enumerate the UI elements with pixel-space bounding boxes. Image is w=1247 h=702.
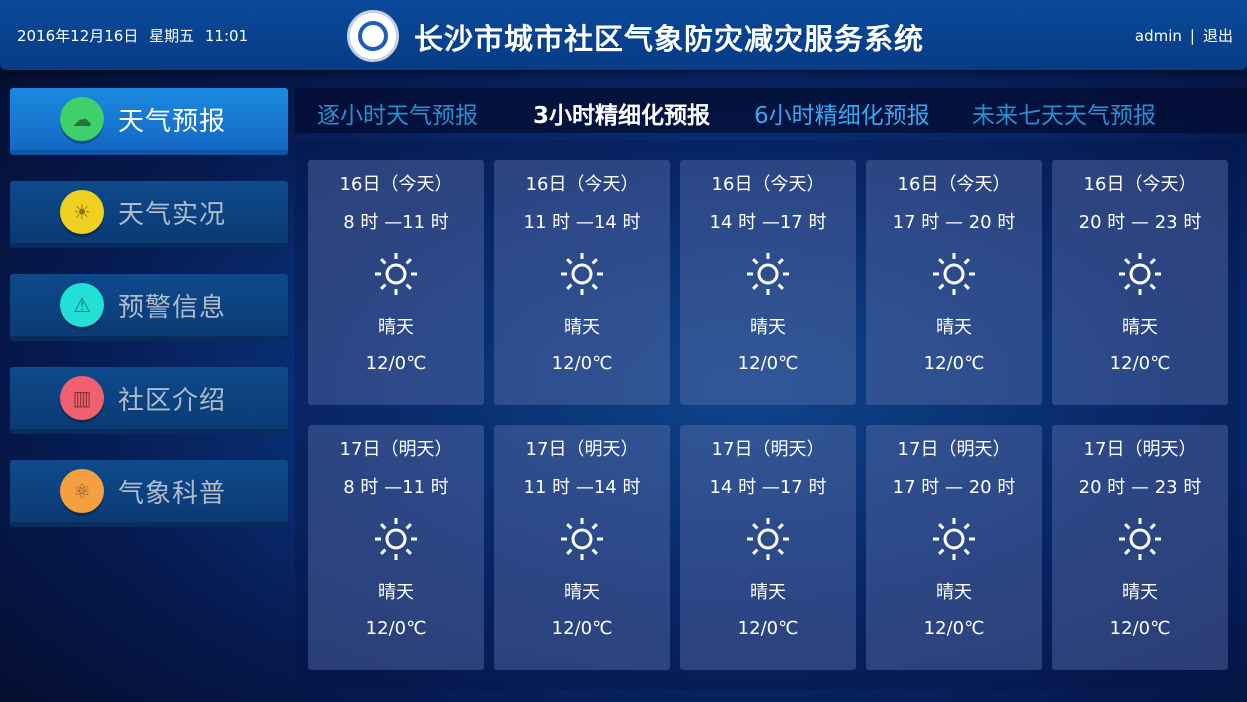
user-area: admin | 退出 xyxy=(1131,25,1237,46)
forecast-time: 8 时 —11 时 xyxy=(343,477,449,498)
forecast-day: 17日（明天） xyxy=(525,439,639,460)
logout-link[interactable]: 退出 xyxy=(1202,27,1233,45)
building-icon: ▥ xyxy=(60,376,104,420)
forecast-day: 17日（明天） xyxy=(711,439,825,460)
forecast-temp: 12/0℃ xyxy=(551,618,613,639)
forecast-day: 17日（明天） xyxy=(897,439,1011,460)
forecast-temp: 12/0℃ xyxy=(737,618,799,639)
forecast-time: 11 时 —14 时 xyxy=(523,212,641,233)
sun-icon xyxy=(933,518,975,560)
forecast-temp: 12/0℃ xyxy=(737,353,799,374)
forecast-card: 16日（今天） 8 时 —11 时晴天 12/0℃ xyxy=(308,160,484,405)
forecast-temp: 12/0℃ xyxy=(365,618,427,639)
sun-icon xyxy=(933,253,975,295)
forecast-card: 17日（明天） 11 时 —14 时晴天 12/0℃ xyxy=(494,425,670,670)
tab-7day[interactable]: 未来七天天气预报 xyxy=(972,103,1156,129)
forecast-tabs: 逐小时天气预报 3小时精细化预报 6小时精细化预报 未来七天天气预报 xyxy=(295,88,1247,133)
forecast-card: 17日（明天） 17 时 — 20 时晴天 12/0℃ xyxy=(866,425,1042,670)
sun-icon xyxy=(1119,253,1161,295)
forecast-weather: 晴天 xyxy=(378,582,414,603)
forecast-day: 16日（今天） xyxy=(1083,174,1197,195)
warning-icon: ⚠ xyxy=(60,283,104,327)
header: 2016年12月16日 星期五 11:01 长沙市城市社区气象防灾减灾服务系统 … xyxy=(0,0,1247,70)
tab-hourly[interactable]: 逐小时天气预报 xyxy=(317,103,478,129)
forecast-temp: 12/0℃ xyxy=(923,353,985,374)
forecast-day: 16日（今天） xyxy=(339,174,453,195)
forecast-day: 17日（明天） xyxy=(339,439,453,460)
forecast-weather: 晴天 xyxy=(936,317,972,338)
forecast-time: 17 时 — 20 时 xyxy=(892,212,1016,233)
forecast-card: 17日（明天） 20 时 — 23 时晴天 12/0℃ xyxy=(1052,425,1228,670)
forecast-day: 16日（今天） xyxy=(711,174,825,195)
app-title: 长沙市城市社区气象防灾减灾服务系统 xyxy=(414,22,925,56)
forecast-card: 16日（今天） 14 时 —17 时晴天 12/0℃ xyxy=(680,160,856,405)
tab-6hour[interactable]: 6小时精细化预报 xyxy=(754,103,930,129)
atom-icon: ⚛ xyxy=(60,469,104,513)
cloud-sun-icon: ☁ xyxy=(60,97,104,141)
sidebar-item-label: 预警信息 xyxy=(118,292,227,323)
username[interactable]: admin xyxy=(1134,27,1182,45)
forecast-card: 16日（今天） 20 时 — 23 时晴天 12/0℃ xyxy=(1052,160,1228,405)
forecast-time: 20 时 — 23 时 xyxy=(1078,212,1202,233)
sun-icon xyxy=(561,253,603,295)
forecast-time: 17 时 — 20 时 xyxy=(892,477,1016,498)
forecast-panel xyxy=(295,140,1240,690)
sun-icon xyxy=(747,518,789,560)
forecast-weather: 晴天 xyxy=(750,582,786,603)
separator: | xyxy=(1189,27,1195,45)
forecast-weather: 晴天 xyxy=(564,317,600,338)
sidebar-item-2[interactable]: ⚠ 预警信息 xyxy=(10,274,288,341)
forecast-time: 11 时 —14 时 xyxy=(523,477,641,498)
forecast-temp: 12/0℃ xyxy=(1109,618,1171,639)
forecast-weather: 晴天 xyxy=(378,317,414,338)
forecast-day: 16日（今天） xyxy=(525,174,639,195)
sun-icon: ☀ xyxy=(60,190,104,234)
sidebar-item-label: 天气预报 xyxy=(118,106,227,137)
sidebar-item-1[interactable]: ☀ 天气实况 xyxy=(10,181,288,248)
forecast-weather: 晴天 xyxy=(1122,317,1158,338)
forecast-weather: 晴天 xyxy=(750,317,786,338)
sun-icon xyxy=(375,253,417,295)
forecast-temp: 12/0℃ xyxy=(1109,353,1171,374)
forecast-day: 17日（明天） xyxy=(1083,439,1197,460)
sidebar-item-label: 天气实况 xyxy=(118,199,227,230)
forecast-time: 14 时 —17 时 xyxy=(709,212,827,233)
sidebar-item-label: 气象科普 xyxy=(118,478,227,509)
forecast-card: 16日（今天） 11 时 —14 时晴天 12/0℃ xyxy=(494,160,670,405)
forecast-time: 20 时 — 23 时 xyxy=(1078,477,1202,498)
forecast-weather: 晴天 xyxy=(1122,582,1158,603)
forecast-temp: 12/0℃ xyxy=(365,353,427,374)
sun-icon xyxy=(561,518,603,560)
forecast-temp: 12/0℃ xyxy=(923,618,985,639)
forecast-time: 14 时 —17 时 xyxy=(709,477,827,498)
forecast-card: 17日（明天） 14 时 —17 时晴天 12/0℃ xyxy=(680,425,856,670)
forecast-temp: 12/0℃ xyxy=(551,353,613,374)
forecast-weather: 晴天 xyxy=(936,582,972,603)
sidebar-item-label: 社区介绍 xyxy=(118,385,227,416)
forecast-card: 17日（明天） 8 时 —11 时晴天 12/0℃ xyxy=(308,425,484,670)
sidebar-item-0[interactable]: ☁ 天气预报 xyxy=(10,88,288,155)
forecast-weather: 晴天 xyxy=(564,582,600,603)
sun-icon xyxy=(375,518,417,560)
forecast-day: 16日（今天） xyxy=(897,174,1011,195)
tab-3hour[interactable]: 3小时精细化预报 xyxy=(533,103,711,129)
forecast-card: 16日（今天） 17 时 — 20 时晴天 12/0℃ xyxy=(866,160,1042,405)
forecast-time: 8 时 —11 时 xyxy=(343,212,449,233)
sun-icon xyxy=(747,253,789,295)
sidebar-item-4[interactable]: ⚛ 气象科普 xyxy=(10,460,288,527)
datetime: 2016年12月16日 星期五 11:01 xyxy=(17,27,249,45)
sun-icon xyxy=(1119,518,1161,560)
sidebar-item-3[interactable]: ▥ 社区介绍 xyxy=(10,367,288,434)
cma-logo xyxy=(347,10,399,62)
